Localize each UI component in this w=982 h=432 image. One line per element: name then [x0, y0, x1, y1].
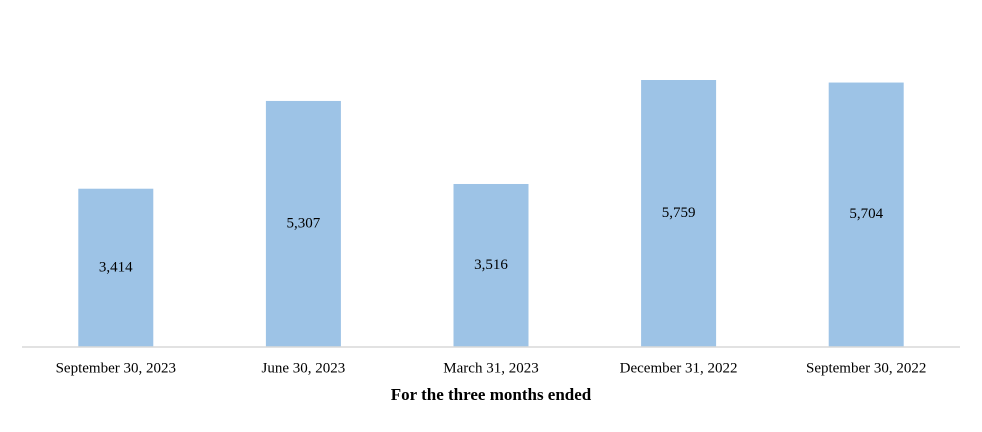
x-tick-label: June 30, 2023 [262, 360, 346, 376]
data-label: 5,307 [287, 215, 321, 231]
bar [453, 183, 529, 347]
x-tick-label: September 30, 2022 [806, 360, 926, 376]
data-label: 3,414 [99, 259, 133, 275]
data-label: 3,516 [474, 257, 508, 273]
bar [828, 82, 904, 347]
bar [78, 188, 154, 347]
x-tick-label: September 30, 2023 [56, 360, 176, 376]
data-label: 5,759 [662, 205, 696, 221]
data-label: 5,704 [849, 206, 883, 222]
x-tick-label: March 31, 2023 [443, 360, 538, 376]
x-tick-label: December 31, 2022 [620, 360, 738, 376]
bar [641, 80, 717, 347]
bar [265, 100, 341, 347]
x-axis-title: For the three months ended [391, 385, 592, 404]
